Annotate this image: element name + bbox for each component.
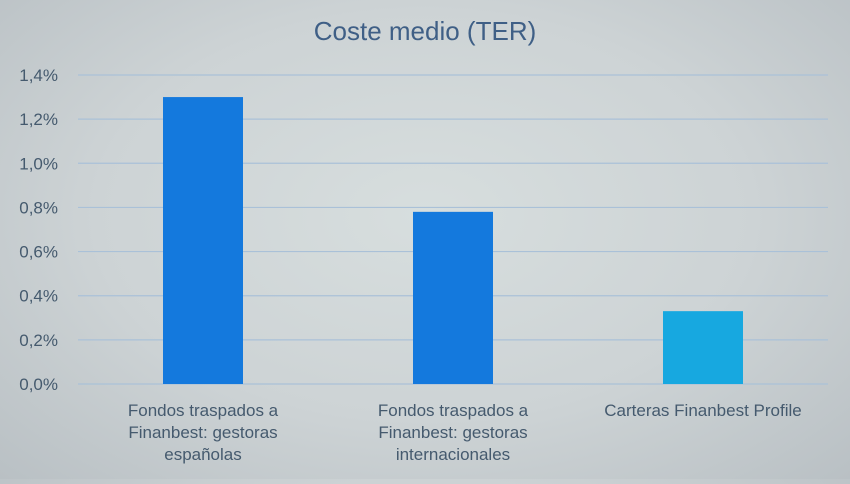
y-tick-label: 0,6% (19, 243, 58, 262)
x-category-label: Carteras Finanbest Profile (604, 401, 801, 420)
bars (163, 97, 743, 385)
bar (663, 311, 743, 384)
y-tick-label: 1,0% (19, 154, 58, 173)
y-tick-label: 0,0% (19, 375, 58, 394)
x-category-label: Fondos traspados a Finanbest: gestoras esp… (128, 401, 279, 464)
y-axis-tick-labels: 0,0% 0,2% 0,4% 0,6% 0,8% 1,0% 1,2% 1,4% (19, 66, 58, 394)
y-tick-label: 0,2% (19, 331, 58, 350)
y-tick-label: 0,4% (19, 287, 58, 306)
chart-title: Coste medio (TER) (314, 16, 537, 46)
y-tick-label: 1,4% (19, 66, 58, 85)
x-axis-category-labels: Fondos traspados a Finanbest: gestoras esp… (128, 401, 802, 464)
x-category-label: Fondos traspados a Finanbest: gestoras int… (378, 401, 529, 464)
y-tick-label: 1,2% (19, 110, 58, 129)
bar (413, 211, 493, 384)
y-tick-label: 0,8% (19, 198, 58, 217)
bar (163, 97, 243, 385)
